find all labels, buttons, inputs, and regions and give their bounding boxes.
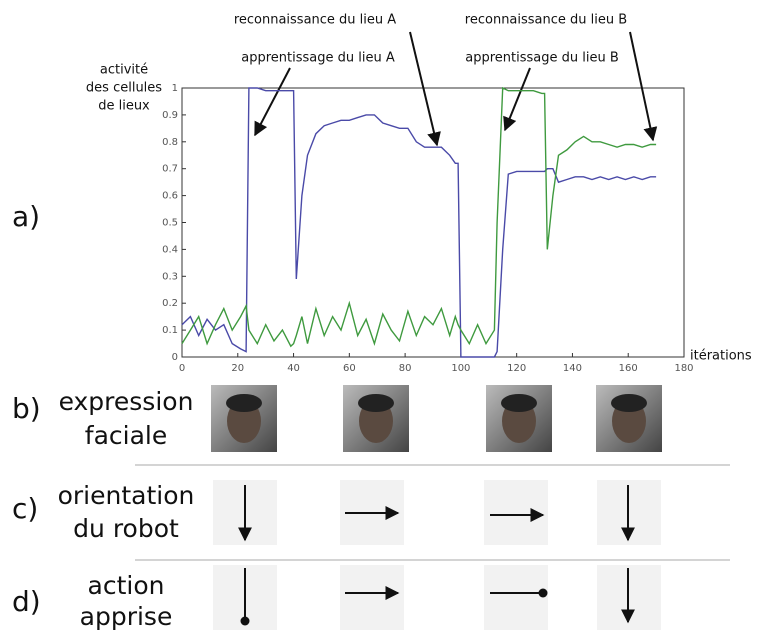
- panel-label: b): [12, 392, 41, 425]
- x-tick-label: 180: [674, 363, 693, 374]
- x-tick-label: 140: [563, 363, 582, 374]
- x-tick-label: 0: [179, 363, 185, 374]
- row-label: faciale: [85, 421, 167, 450]
- annotation: apprentissage du lieu B: [465, 51, 619, 66]
- row-label: orientation: [58, 481, 195, 510]
- orientation-boxes: [213, 480, 661, 630]
- faces: [211, 385, 662, 452]
- arrows: [238, 31, 658, 626]
- row-label: du robot: [73, 514, 179, 543]
- y-tick-label: 0.2: [162, 298, 178, 309]
- y-tick-label: 0.5: [162, 218, 178, 229]
- annotation: reconnaissance du lieu B: [465, 13, 627, 28]
- y-axis-label: activité: [100, 63, 148, 78]
- y-axis-label: des cellules: [86, 81, 162, 96]
- x-tick-label: 20: [231, 363, 244, 374]
- y-tick-label: 0.1: [162, 325, 178, 336]
- annotation: reconnaissance du lieu A: [234, 13, 396, 28]
- y-tick-label: 0.7: [162, 164, 178, 175]
- y-tick-label: 0.4: [162, 244, 178, 255]
- row-label: action: [88, 571, 165, 600]
- x-tick-label: 120: [507, 363, 526, 374]
- y-tick-label: 1: [172, 83, 178, 94]
- y-tick-label: 0.8: [162, 137, 178, 148]
- y-tick-label: 0.6: [162, 191, 178, 202]
- panel-label: a): [12, 200, 40, 233]
- panel-label: c): [12, 492, 38, 525]
- x-tick-label: 60: [343, 363, 356, 374]
- row-label: expression: [59, 387, 194, 416]
- annotation: apprentissage du lieu A: [241, 51, 395, 66]
- x-tick-label: 80: [399, 363, 412, 374]
- y-tick-label: 0.9: [162, 110, 178, 121]
- y-tick-label: 0.3: [162, 271, 178, 282]
- y-axis-label: de lieux: [98, 99, 150, 114]
- series-line: [181, 87, 657, 358]
- x-axis-label: itérations: [690, 349, 752, 364]
- series-line: [181, 86, 657, 348]
- x-tick-label: 100: [451, 363, 470, 374]
- x-tick-label: 40: [287, 363, 300, 374]
- row-label: apprise: [80, 602, 173, 631]
- y-tick-label: 0: [172, 352, 178, 363]
- panel-label: d): [12, 585, 41, 618]
- x-tick-label: 160: [619, 363, 638, 374]
